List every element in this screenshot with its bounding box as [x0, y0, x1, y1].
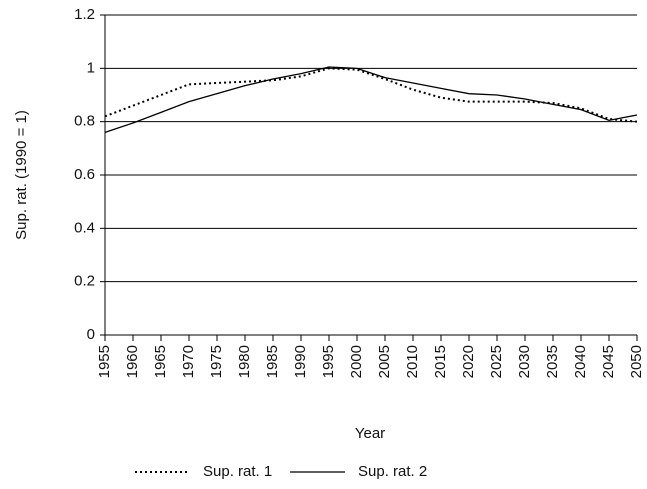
y-tick-label: 0.8: [74, 113, 95, 130]
x-tick-label: 2050: [628, 345, 645, 378]
x-tick-label: 2045: [600, 345, 617, 378]
series-line: [104, 66, 638, 133]
x-tick-label: 2015: [432, 345, 449, 378]
x-axis-label: Year: [355, 425, 385, 442]
y-tick-label: 0.4: [74, 219, 95, 236]
y-tick-label: 0: [87, 326, 95, 343]
x-tick-label: 1985: [264, 345, 281, 378]
x-tick-label: 1965: [152, 345, 169, 378]
legend-label: Sup. rat. 1: [203, 463, 272, 480]
y-tick-label: 1: [87, 59, 95, 76]
y-tick-label: 0.2: [74, 273, 95, 290]
series-line: [104, 67, 638, 123]
x-tick-label: 2000: [348, 345, 365, 378]
y-tick-label: 0.6: [74, 166, 95, 183]
x-tick-label: 1975: [208, 345, 225, 378]
x-tick-label: 1955: [96, 345, 113, 378]
y-axis-label: Sup. rat. (1990 = 1): [13, 110, 30, 240]
x-tick-label: 2035: [544, 345, 561, 378]
x-tick-label: 1995: [320, 345, 337, 378]
x-tick-label: 1980: [236, 345, 253, 378]
legend-label: Sup. rat. 2: [358, 463, 427, 480]
x-tick-label: 1990: [292, 345, 309, 378]
x-tick-label: 1970: [180, 345, 197, 378]
y-tick-label: 1.2: [74, 6, 95, 23]
x-tick-label: 2020: [460, 345, 477, 378]
x-tick-label: 2040: [572, 345, 589, 378]
x-tick-label: 2010: [404, 345, 421, 378]
x-tick-label: 2030: [516, 345, 533, 378]
x-tick-label: 2025: [488, 345, 505, 378]
x-tick-label: 1960: [124, 345, 141, 378]
x-tick-label: 2005: [376, 345, 393, 378]
